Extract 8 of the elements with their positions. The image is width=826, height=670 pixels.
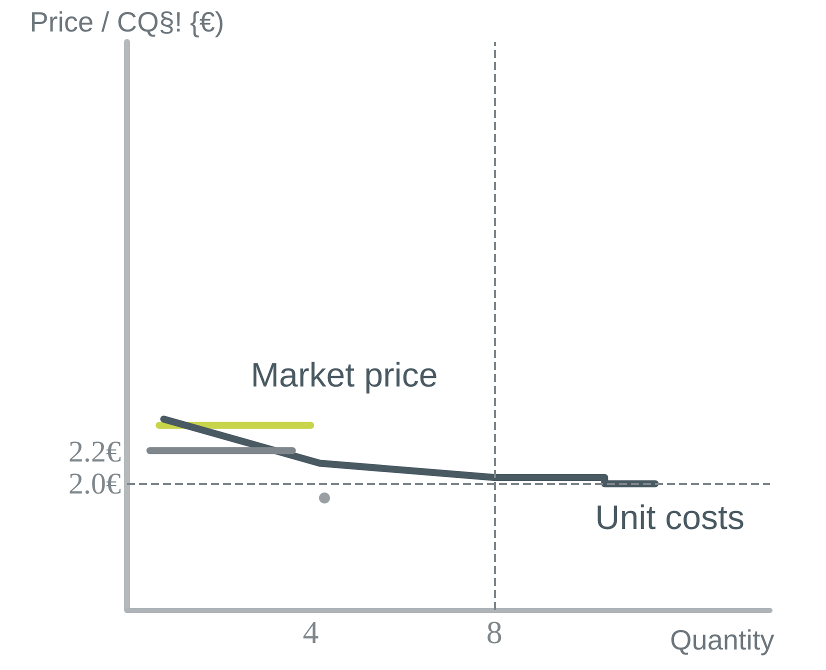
series-label: Market price [250,356,438,394]
y-tick-label: 2.0€ [68,467,121,500]
x-axis-title: Quantity [670,624,774,656]
y-tick-label: 2.2€ [68,436,121,469]
y-axis-title: Price / CQ§! {€) [30,6,224,38]
x-tick-label: 8 [486,614,502,650]
series-label: Unit costs [595,498,744,537]
x-tick-label: 4 [302,614,319,650]
